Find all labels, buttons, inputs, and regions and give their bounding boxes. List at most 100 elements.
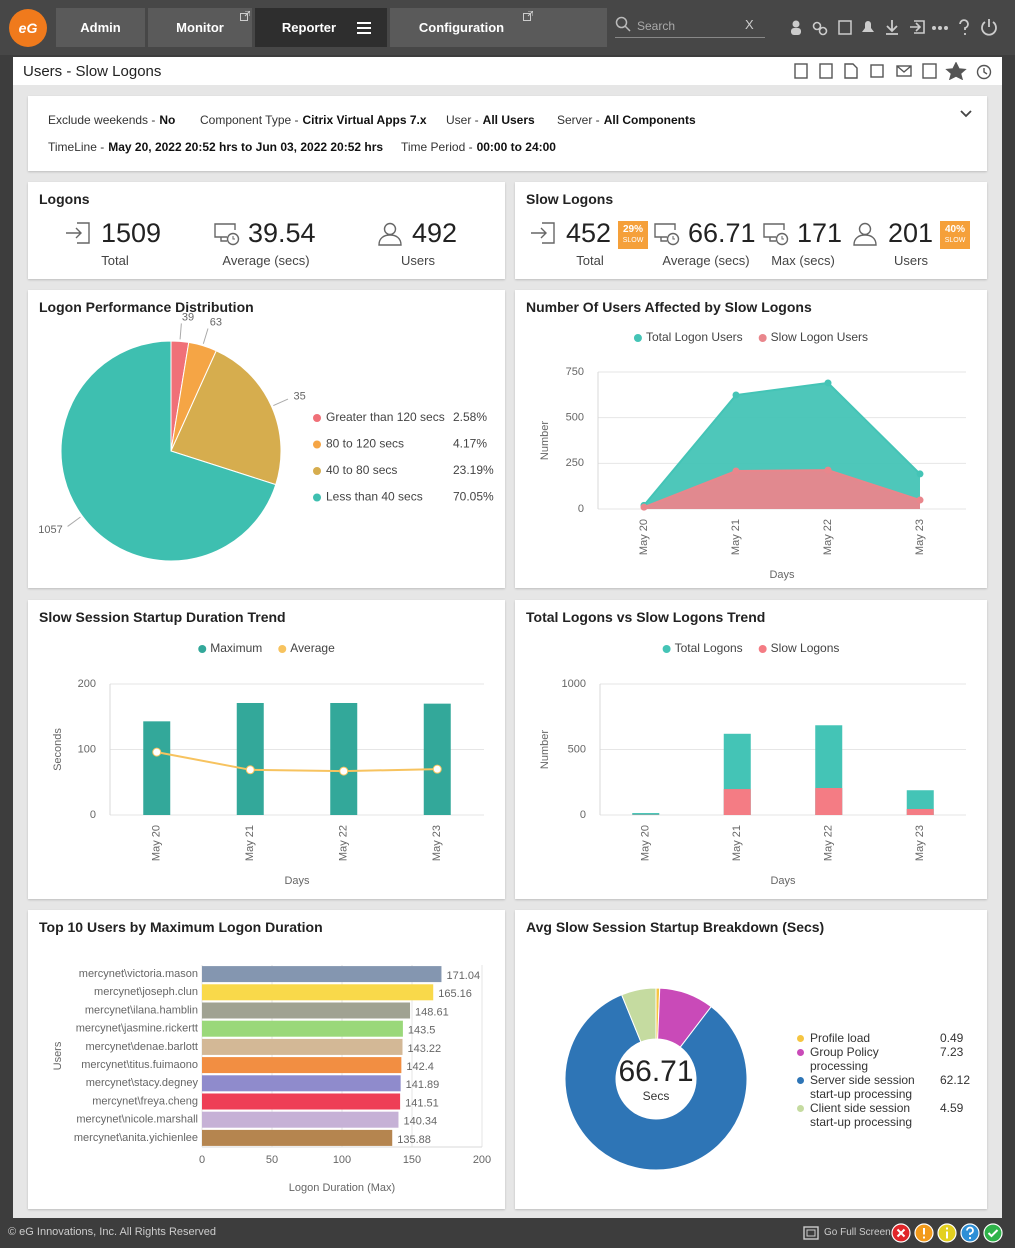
chart-panel: Total Logon Users Slow Logon Users 0 250 500… [515,290,987,588]
footer: © eG Innovations, Inc. All Rights Reserv… [0,1218,1015,1248]
filter: TimeLine - May 20, 2022 20:52 hrs to Jun … [48,140,383,154]
bar-label: 165.16 [438,988,472,1000]
legend-marker [662,645,671,653]
y-tick-label: 500 [566,412,584,424]
legend: Total Logon Users Slow Logon Users [633,330,868,344]
point [916,470,924,478]
nav-tab[interactable]: Configuration [390,8,607,47]
y-tick-label: 0 [90,809,96,821]
kpi-panel: Slow Logons 452 29% SLOW Total 66.71 Aver… [515,182,987,279]
legend-label: Slow Logon Users [771,330,868,344]
bar [330,702,358,815]
bar [202,1075,401,1092]
legend-marker [313,467,321,475]
point [339,766,349,776]
legend-value: 23.19% [453,463,494,477]
filter-label: Exclude weekends - [48,113,156,127]
point [152,747,162,757]
legend-label: Greater than 120 secs [326,410,445,424]
legend-marker [797,1077,804,1084]
x-tick-label: May 21 [244,825,256,861]
fullscreen-icon[interactable] [803,1226,819,1240]
legend-label: Client side session start-up processing [810,1101,913,1129]
y-axis-label: Seconds [52,728,64,771]
login-icon [531,222,555,244]
x-tick-label: May 20 [638,519,650,555]
kpi-panel: Logons 1509 Total 39.54 Average (secs) 4… [28,182,505,279]
point [245,765,255,775]
bar [202,1057,402,1074]
pie-slice [60,340,277,562]
monitor-clock-icon [654,223,680,246]
nav-tab[interactable]: Admin [56,8,145,47]
legend-marker [198,645,207,653]
chart: Total Logon Users Slow Logon Users 0 250 500… [539,330,966,581]
area-line [643,469,921,509]
toolbar-icons[interactable] [786,18,1001,38]
slow-badge: 29% SLOW [618,221,648,249]
bar [815,788,843,815]
slice-count-label: 1057 [38,524,62,536]
search-clear[interactable]: X [745,17,754,32]
center-unit: Secs [643,1089,670,1103]
y-tick-label: mercynet\denae.barlott [85,1041,198,1053]
legend-marker [313,440,321,449]
filter-value: Citrix Virtual Apps 7.x [302,113,427,127]
badge-percent: 40% [944,224,965,235]
bar [202,984,434,1001]
legend-item: Profile load 0.49 [795,1031,963,1045]
y-tick-label: 0 [580,809,586,821]
logo[interactable]: eG [9,9,47,47]
y-tick-label: 0 [578,503,584,515]
bar [202,966,442,983]
point [432,764,442,774]
bar [202,1111,399,1128]
nav-tab[interactable]: Monitor [148,8,252,47]
x-axis-label: Logon Duration (Max) [289,1182,395,1194]
legend-marker [633,334,642,342]
kpi-value: 39.54 [248,218,316,248]
leader-line [202,328,209,344]
legend-marker [758,334,767,342]
bar [202,1093,401,1110]
legend-label: Profile load [810,1031,871,1045]
chart-panel: Maximum Average 0 100 200 Seconds May 20 May 21… [28,600,505,899]
kpi-value: 452 [566,218,612,248]
point [640,503,648,511]
x-tick-label: May 20 [151,825,163,861]
y-tick-label: mercynet\ilana.hamblin [85,1004,198,1016]
panel-title: Avg Slow Session Startup Breakdown (Secs… [526,919,825,935]
filter-value: No [159,113,176,127]
report-actions[interactable] [793,62,998,80]
point [824,379,832,387]
bar-label: 143.22 [408,1043,442,1055]
filter-panel: Exclude weekends - No Component Type - Cit… [28,96,987,171]
nav-bar: eG Admin Monitor Reporter Configuration … [0,0,1015,55]
filter-value: 00:00 to 24:00 [476,140,556,154]
filter-label: Time Period - [401,140,473,154]
copyright: © eG Innovations, Inc. All Rights Reserv… [8,1226,217,1238]
filter: Component Type - Citrix Virtual Apps 7.x [200,113,427,127]
status-icons[interactable] [890,1222,1006,1244]
bar [423,703,451,815]
x-tick-label: 50 [266,1154,278,1166]
x-tick-label: May 20 [640,825,652,861]
panel-title: Logon Performance Distribution [39,299,254,315]
bar [202,1129,393,1146]
x-tick-label: May 23 [914,519,926,555]
filter-value: May 20, 2022 20:52 hrs to Jun 03, 2022 2… [108,140,384,154]
kpi-value: 171 [797,218,843,248]
legend-value: 2.58% [453,410,487,424]
legend-item: Server side session start-up processing 6… [795,1073,970,1101]
chart: 0 50 100 150 200 171.04 mercynet\victoria.maso… [52,965,491,1194]
expand-chevron[interactable] [960,110,972,118]
legend-value: 70.05% [453,490,494,504]
x-tick-label: May 22 [338,825,350,861]
panel-title: Slow Session Startup Duration Trend [39,609,286,625]
menu-icon[interactable] [357,22,371,34]
search-input[interactable]: Search [637,19,676,33]
y-tick-label: 750 [566,366,584,378]
panel-title: Slow Logons [526,191,614,207]
fullscreen-link[interactable]: Go Full Screen [824,1227,891,1238]
